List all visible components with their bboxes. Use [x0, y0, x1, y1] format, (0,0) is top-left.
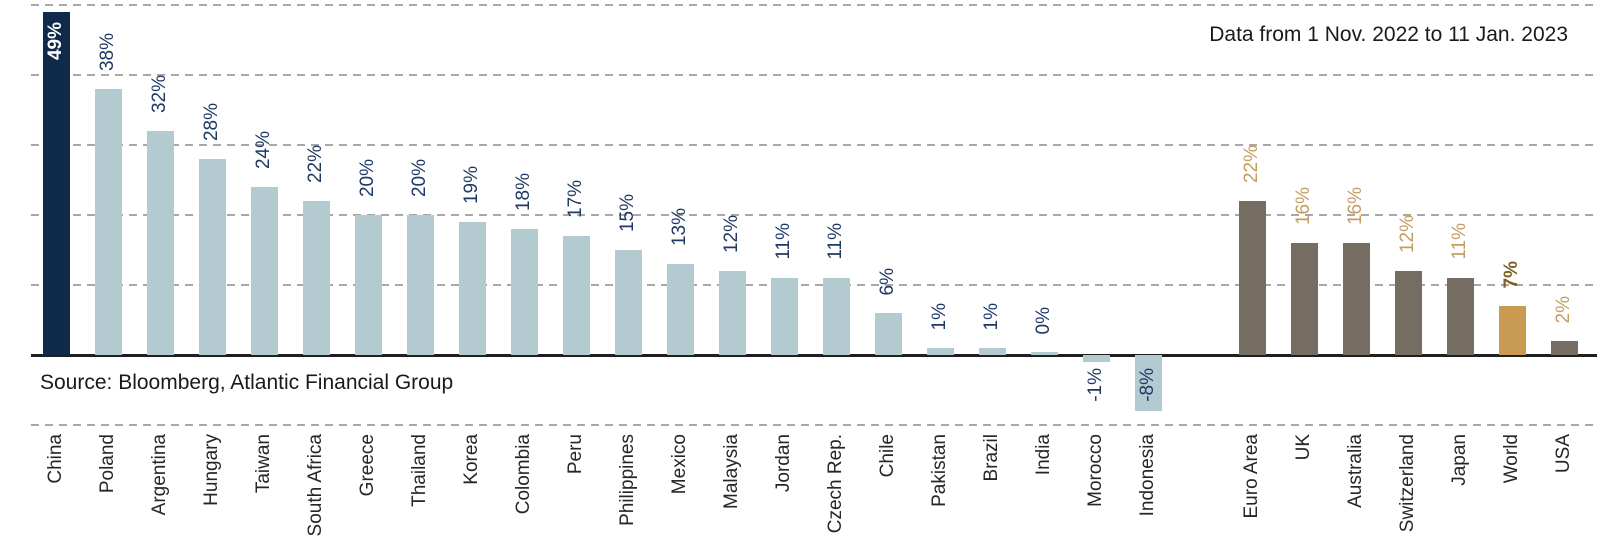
category-label-euro-area: Euro Area: [1241, 434, 1262, 519]
category-label-australia: Australia: [1345, 434, 1366, 508]
bar-mexico: [666, 264, 694, 355]
source-note: Source: Bloomberg, Atlantic Financial Gr…: [40, 371, 454, 394]
gridline-20pct: [31, 214, 1597, 216]
date-note: Data from 1 Nov. 2022 to 11 Jan. 2023: [1209, 23, 1568, 46]
bar-world: [1498, 306, 1526, 355]
value-label-czech-rep: 11%: [825, 223, 846, 260]
value-label-pakistan: 1%: [929, 302, 950, 330]
category-label-malaysia: Malaysia: [721, 434, 742, 509]
category-label-indonesia: Indonesia: [1137, 434, 1158, 517]
category-label-india: India: [1033, 434, 1054, 476]
category-label-argentina: Argentina: [149, 434, 170, 516]
value-label-australia: 16%: [1345, 186, 1366, 225]
bar-hungary: [198, 159, 226, 355]
gridline-40pct: [31, 74, 1597, 76]
value-label-brazil: 1%: [981, 302, 1002, 330]
bar-australia: [1342, 243, 1370, 355]
value-label-colombia: 18%: [513, 172, 534, 211]
bar-colombia: [510, 229, 538, 355]
category-label-colombia: Colombia: [513, 434, 534, 515]
bar-poland: [94, 89, 122, 355]
bar-brazil: [978, 348, 1006, 355]
category-label-usa: USA: [1553, 434, 1574, 474]
x-axis-line: [31, 354, 1597, 357]
category-label-uk: UK: [1293, 434, 1314, 461]
value-label-peru: 17%: [565, 179, 586, 218]
bar-japan: [1446, 278, 1474, 355]
value-label-uk: 16%: [1293, 186, 1314, 225]
bar-euro-area: [1238, 201, 1266, 355]
bar-chile: [874, 313, 902, 355]
category-label-greece: Greece: [357, 434, 378, 497]
value-label-poland: 38%: [97, 32, 118, 71]
value-label-euro-area: 22%: [1241, 144, 1262, 183]
bar-philippines: [614, 250, 642, 355]
bar-argentina: [146, 131, 174, 355]
value-label-jordan: 11%: [773, 223, 794, 260]
value-label-indonesia: -8%: [1137, 368, 1158, 402]
bar-thailand: [406, 215, 434, 355]
category-label-japan: Japan: [1449, 434, 1470, 486]
bar-czech-rep: [822, 278, 850, 355]
bar-peru: [562, 236, 590, 355]
gridline-10pct: [31, 284, 1597, 286]
gridline-30pct: [31, 144, 1597, 146]
value-label-morocco: -1%: [1085, 368, 1106, 402]
category-label-jordan: Jordan: [773, 434, 794, 493]
category-label-peru: Peru: [565, 434, 586, 475]
value-label-mexico: 13%: [669, 207, 690, 246]
value-label-malaysia: 12%: [721, 214, 742, 253]
category-label-morocco: Morocco: [1085, 434, 1106, 507]
bar-indonesia: [1134, 355, 1162, 411]
bar-malaysia: [718, 271, 746, 355]
bar-jordan: [770, 278, 798, 355]
category-label-mexico: Mexico: [669, 434, 690, 495]
value-label-philippines: 15%: [617, 193, 638, 232]
value-label-hungary: 28%: [201, 102, 222, 141]
category-label-south-africa: South Africa: [305, 434, 326, 537]
bar-korea: [458, 222, 486, 355]
category-label-taiwan: Taiwan: [253, 434, 274, 494]
value-label-world: 7%: [1501, 260, 1522, 288]
value-label-usa: 2%: [1553, 295, 1574, 323]
value-label-south-africa: 22%: [305, 144, 326, 183]
value-label-korea: 19%: [461, 165, 482, 204]
category-label-chile: Chile: [877, 434, 898, 478]
value-label-chile: 6%: [877, 267, 898, 295]
bar-uk: [1290, 243, 1318, 355]
bar-taiwan: [250, 187, 278, 355]
value-label-japan: 11%: [1449, 223, 1470, 260]
category-label-philippines: Philippines: [617, 434, 638, 526]
gridline--10pct: [31, 424, 1597, 426]
category-label-korea: Korea: [461, 434, 482, 485]
category-label-poland: Poland: [97, 434, 118, 494]
category-label-china: China: [45, 434, 66, 484]
bar-morocco: [1082, 355, 1110, 362]
category-label-pakistan: Pakistan: [929, 434, 950, 507]
bar-india: [1030, 352, 1058, 355]
category-label-thailand: Thailand: [409, 434, 430, 507]
value-label-taiwan: 24%: [253, 130, 274, 169]
value-label-china: 49%: [45, 22, 66, 61]
category-label-brazil: Brazil: [981, 434, 1002, 482]
gridline-50pct: [31, 4, 1597, 6]
bar-greece: [354, 215, 382, 355]
bar-usa: [1550, 341, 1578, 355]
value-label-india: 0%: [1033, 306, 1054, 334]
category-label-world: World: [1501, 434, 1522, 484]
value-label-argentina: 32%: [149, 74, 170, 113]
bar-china: [42, 12, 70, 355]
value-label-thailand: 20%: [409, 158, 430, 197]
bar-switzerland: [1394, 271, 1422, 355]
bar-south-africa: [302, 201, 330, 355]
category-label-switzerland: Switzerland: [1397, 434, 1418, 533]
value-label-switzerland: 12%: [1397, 214, 1418, 253]
bar-pakistan: [926, 348, 954, 355]
category-label-hungary: Hungary: [201, 434, 222, 506]
value-label-greece: 20%: [357, 158, 378, 197]
category-label-czech-rep: Czech Rep.: [825, 434, 846, 534]
